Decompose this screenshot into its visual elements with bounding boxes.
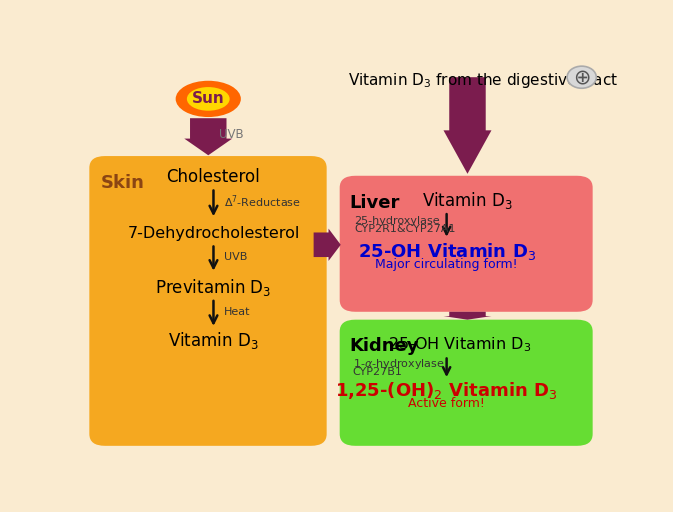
Text: CYP2R1&CYP27A1: CYP2R1&CYP27A1 (354, 224, 456, 233)
Text: UVB: UVB (219, 129, 244, 141)
Text: Heat: Heat (224, 307, 250, 317)
Text: Vitamin D$_3$: Vitamin D$_3$ (422, 190, 513, 211)
Text: 25-OH Vitamin D$_3$: 25-OH Vitamin D$_3$ (357, 241, 536, 262)
Text: CYP27B1: CYP27B1 (353, 367, 402, 377)
Ellipse shape (176, 81, 241, 117)
Text: 1,25-(OH)$_2$ Vitamin D$_3$: 1,25-(OH)$_2$ Vitamin D$_3$ (335, 380, 558, 401)
Circle shape (567, 66, 596, 88)
Polygon shape (444, 77, 491, 174)
Polygon shape (444, 312, 491, 319)
Text: Previtamin D$_3$: Previtamin D$_3$ (155, 277, 272, 298)
Text: ⊕: ⊕ (573, 67, 590, 87)
Text: Major circulating form!: Major circulating form! (376, 258, 518, 270)
Text: Vitamin D$_3$: Vitamin D$_3$ (168, 330, 259, 351)
Text: 25-OH Vitamin D$_3$: 25-OH Vitamin D$_3$ (388, 335, 531, 354)
Text: UVB: UVB (224, 252, 247, 262)
Ellipse shape (187, 87, 229, 111)
FancyBboxPatch shape (340, 319, 593, 446)
FancyBboxPatch shape (90, 156, 326, 446)
Polygon shape (184, 118, 232, 155)
FancyBboxPatch shape (340, 176, 593, 312)
Text: Skin: Skin (101, 174, 145, 192)
Text: Cholesterol: Cholesterol (167, 168, 260, 186)
Text: $\Delta^7$-Reductase: $\Delta^7$-Reductase (224, 194, 301, 210)
Text: 1-$\alpha$-hydroxylase: 1-$\alpha$-hydroxylase (353, 357, 444, 371)
Text: Kidney: Kidney (349, 337, 419, 355)
Text: Liver: Liver (349, 194, 400, 211)
Text: 25-hydroxylase: 25-hydroxylase (354, 216, 440, 226)
Text: 7-Dehydrocholesterol: 7-Dehydrocholesterol (127, 226, 299, 241)
Text: Active form!: Active form! (409, 397, 485, 410)
Text: Sun: Sun (192, 92, 225, 106)
Text: Vitamin D$_3$ from the digestive tract: Vitamin D$_3$ from the digestive tract (347, 71, 618, 90)
Polygon shape (314, 228, 341, 261)
